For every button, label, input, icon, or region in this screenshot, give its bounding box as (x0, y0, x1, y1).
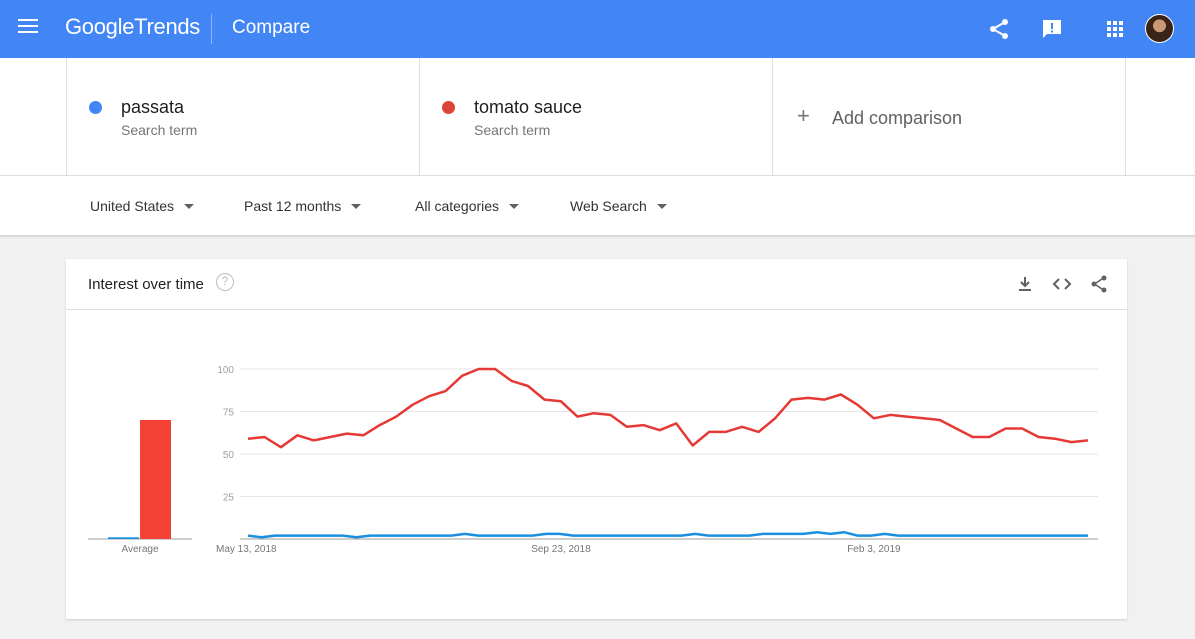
card-header: Interest over time ? (66, 259, 1127, 310)
average-label: Average (121, 544, 159, 555)
embed-code-icon[interactable] (1052, 274, 1072, 294)
category-dropdown[interactable]: All categories (415, 198, 520, 214)
search-type-dropdown[interactable]: Web Search (570, 198, 667, 214)
y-tick-label: 75 (223, 408, 235, 419)
apps-grid-icon[interactable] (1103, 17, 1127, 41)
dropdown-arrow-icon (351, 203, 362, 209)
time-range-dropdown[interactable]: Past 12 months (244, 198, 362, 214)
feedback-icon[interactable] (1040, 17, 1064, 41)
x-tick-label: Feb 3, 2019 (847, 544, 901, 555)
card-title: Interest over time (88, 276, 204, 293)
term-card-passata[interactable]: passata Search term (66, 58, 419, 176)
logo-trends-text: Trends (134, 14, 201, 39)
logo-google-text: Google (65, 14, 135, 39)
interest-over-time-chart: 100 75 50 25 Average May 13, 2018 Sep 23, 2018… (88, 365, 1098, 555)
page-title: Compare (232, 17, 311, 38)
dropdown-arrow-icon (509, 203, 520, 209)
header-divider (211, 14, 212, 44)
filter-bar: United States Past 12 months All categor… (0, 176, 1195, 236)
dropdown-arrow-icon (184, 203, 195, 209)
user-avatar[interactable] (1145, 14, 1174, 43)
category-label: All categories (415, 198, 500, 214)
term-type: Search term (121, 122, 198, 138)
share-icon[interactable] (987, 17, 1011, 41)
top-app-bar: GoogleTrends Compare (0, 0, 1195, 58)
term-name: passata (121, 97, 185, 117)
download-icon[interactable] (1015, 274, 1035, 294)
search-type-label: Web Search (570, 198, 647, 214)
add-comparison-label: Add comparison (832, 108, 963, 128)
term-card-tomato-sauce[interactable]: tomato sauce Search term (419, 58, 772, 176)
help-icon[interactable]: ? (216, 273, 234, 291)
plus-icon: + (797, 103, 810, 128)
x-tick-label: Sep 23, 2018 (531, 544, 591, 555)
time-range-label: Past 12 months (244, 198, 342, 214)
term-color-dot (89, 101, 102, 114)
term-type: Search term (474, 122, 551, 138)
region-label: United States (90, 198, 175, 214)
menu-icon[interactable] (18, 19, 38, 39)
y-tick-label: 100 (217, 365, 234, 376)
average-bar-passata (108, 537, 139, 539)
x-tick-label: May 13, 2018 (216, 544, 277, 555)
series-line-passata (247, 530, 1088, 539)
term-name: tomato sauce (474, 97, 583, 117)
y-tick-label: 25 (223, 493, 235, 504)
average-bar-tomato-sauce (140, 420, 171, 539)
interest-over-time-card: Interest over time ? 100 75 50 25 Average May… (66, 259, 1127, 619)
region-dropdown[interactable]: United States (90, 198, 195, 214)
y-tick-label: 50 (223, 450, 235, 461)
share-icon[interactable] (1089, 274, 1109, 294)
add-comparison-button[interactable]: + Add comparison (772, 58, 1126, 176)
series-line-tomato-sauce (247, 367, 1089, 449)
google-trends-logo[interactable]: GoogleTrends (65, 14, 200, 40)
dropdown-arrow-icon (656, 203, 667, 209)
compare-terms-bar: passata Search term tomato sauce Search … (0, 58, 1195, 176)
term-color-dot (442, 101, 455, 114)
